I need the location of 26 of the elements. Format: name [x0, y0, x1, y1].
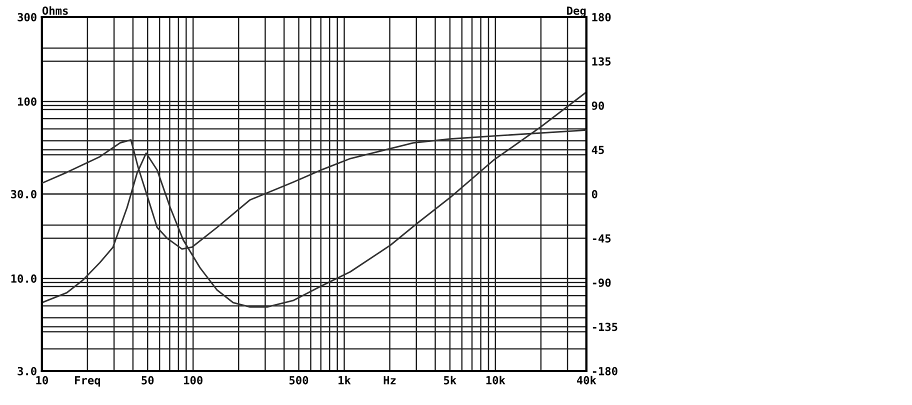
x-tick-label: 50 [142, 376, 154, 384]
x-tick-label: 500 [290, 376, 308, 384]
x-tick-label: 1k [338, 376, 351, 384]
y2-tick-label: -45 [592, 234, 611, 243]
x-tick-label: Freq [75, 376, 100, 387]
x-tick-label: 40k [576, 376, 596, 384]
x-tick-label: Hz [384, 376, 396, 384]
y2-tick-label: 0 [592, 190, 598, 198]
x-tick-label: 10k [486, 376, 506, 384]
y-tick-label: 3.0 [18, 366, 36, 376]
x-tick-label: 10 [36, 376, 48, 384]
y2-tick-label: 90 [592, 101, 604, 110]
y-axis-title: Ohms [42, 6, 68, 15]
y-tick-label: 30.0 [11, 190, 36, 198]
y-tick-label: 10.0 [11, 274, 36, 283]
x-tick-label: 5k [444, 376, 456, 384]
x-tick-label: 100 [184, 376, 202, 384]
y2-axis-title: Deg [567, 6, 586, 17]
y2-tick-label: -90 [592, 278, 611, 287]
y2-tick-label: 180 [592, 12, 611, 22]
y2-tick-label: -180 [592, 366, 618, 376]
y-tick-label: 300 [18, 12, 36, 22]
y2-tick-label: 45 [592, 146, 604, 154]
y2-tick-label: 135 [592, 57, 611, 66]
y-tick-label: 100 [18, 97, 36, 106]
y2-tick-label: -135 [592, 322, 618, 332]
